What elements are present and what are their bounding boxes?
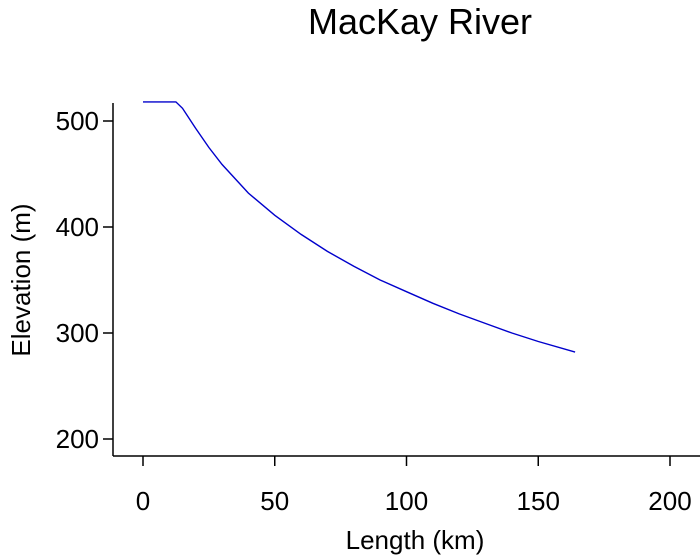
chart-title: MacKay River <box>308 1 532 42</box>
y-tick-label: 500 <box>56 106 99 136</box>
x-tick-label: 150 <box>517 486 560 516</box>
series-line <box>143 101 576 353</box>
y-tick-label: 300 <box>56 318 99 348</box>
y-axis-title: Elevation (m) <box>6 203 36 356</box>
x-tick-label: 0 <box>136 486 150 516</box>
plot-area: 0 50 100 150 200 200 300 400 500 <box>56 101 700 516</box>
x-tick-label: 200 <box>648 486 691 516</box>
y-tick-label: 400 <box>56 212 99 242</box>
x-tick-label: 100 <box>385 486 428 516</box>
y-tick-label: 200 <box>56 424 99 454</box>
x-axis-title: Length (km) <box>346 525 485 555</box>
x-tick-label: 50 <box>260 486 289 516</box>
